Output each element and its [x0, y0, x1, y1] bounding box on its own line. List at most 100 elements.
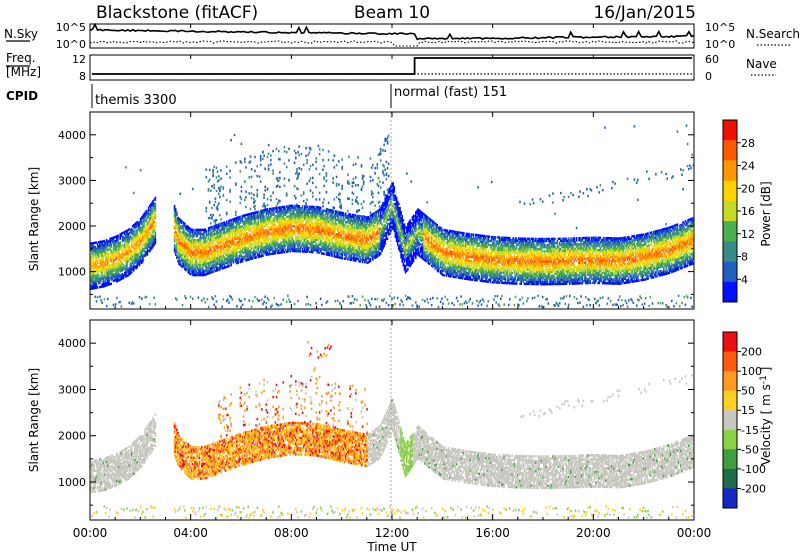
power-cell	[335, 164, 338, 167]
power-cell	[313, 205, 315, 209]
power-cell	[210, 263, 212, 266]
power-cell	[284, 217, 287, 221]
power-cell	[214, 251, 217, 254]
power-cell	[372, 196, 374, 199]
power-cell	[356, 253, 358, 256]
power-cell	[118, 250, 120, 253]
power-cell	[93, 280, 95, 284]
power-cell	[307, 248, 309, 251]
power-cell	[237, 241, 239, 244]
power-cell	[289, 241, 291, 245]
power-cell	[127, 247, 129, 250]
power-cell	[139, 256, 142, 260]
power-cell	[308, 168, 311, 171]
power-cell	[207, 189, 210, 192]
power-cell	[216, 266, 219, 270]
power-cell	[212, 254, 214, 257]
power-cell	[368, 260, 371, 263]
power-cell	[212, 258, 214, 261]
power-cell	[369, 304, 372, 307]
power-cell	[108, 252, 110, 255]
power-cell	[262, 213, 264, 216]
power-cell	[254, 246, 256, 249]
power-cell	[250, 235, 253, 238]
power-cell	[100, 244, 102, 248]
power-cell	[189, 268, 192, 272]
power-cell	[341, 254, 343, 258]
power-cell	[190, 251, 193, 254]
power-cell	[107, 281, 109, 284]
power-cell	[287, 250, 289, 253]
power-cell	[187, 227, 189, 231]
power-cell	[276, 247, 279, 251]
power-cell	[355, 176, 357, 179]
power-cell	[284, 240, 287, 243]
power-cell	[199, 232, 202, 236]
power-cell	[251, 238, 254, 242]
power-cell	[274, 233, 277, 237]
power-cell	[288, 242, 290, 245]
power-cell	[125, 275, 127, 278]
power-cell	[179, 239, 182, 242]
power-cell	[366, 251, 368, 254]
power-cell	[275, 231, 278, 234]
power-cell	[296, 208, 298, 212]
power-cell	[229, 200, 231, 203]
power-cell	[180, 244, 183, 247]
power-cell	[266, 247, 269, 250]
power-cell	[259, 163, 262, 167]
power-cell	[295, 239, 297, 243]
power-cell	[338, 243, 340, 247]
power-cell	[319, 210, 322, 214]
power-cell	[120, 253, 123, 256]
power-cell	[121, 250, 124, 253]
power-cell	[107, 269, 109, 272]
power-cell	[300, 209, 303, 212]
power-cell	[197, 261, 200, 264]
power-cell	[258, 245, 261, 248]
power-cell	[372, 179, 374, 182]
power-cell	[184, 261, 186, 265]
power-cell	[130, 244, 133, 247]
power-cell	[120, 234, 123, 238]
power-cell	[367, 244, 370, 248]
power-cell	[189, 256, 192, 259]
power-cell	[122, 231, 125, 234]
power-cell	[231, 239, 234, 242]
power-cell	[262, 215, 264, 218]
power-cell	[370, 232, 373, 235]
power-cell	[193, 255, 195, 258]
power-cell	[153, 202, 155, 205]
power-cell	[219, 251, 221, 255]
power-cell	[94, 274, 97, 277]
power-cell	[245, 234, 247, 237]
power-cell	[173, 225, 176, 228]
power-cell	[298, 153, 300, 157]
power-cell	[372, 163, 374, 167]
power-cell	[228, 230, 230, 233]
power-cell	[179, 263, 182, 267]
power-cell	[312, 232, 314, 235]
power-cell	[127, 270, 129, 273]
power-cell	[194, 267, 196, 271]
power-cell	[128, 248, 131, 251]
power-cell	[361, 225, 364, 229]
power-cell	[265, 218, 268, 222]
power-cell	[101, 258, 103, 262]
power-cell	[285, 211, 288, 214]
power-cell	[343, 257, 346, 260]
power-cell	[227, 261, 229, 264]
power-cell	[300, 235, 303, 239]
power-cell	[176, 250, 178, 253]
power-cell	[178, 250, 180, 253]
power-cell	[342, 222, 345, 225]
power-cell	[241, 231, 244, 234]
power-cell	[315, 222, 317, 225]
power-cell	[94, 247, 97, 251]
power-cell	[227, 230, 229, 233]
power-cell	[92, 272, 94, 276]
power-cell	[377, 242, 380, 245]
power-cell	[369, 218, 372, 221]
power-cell	[190, 230, 193, 234]
power-cell	[147, 229, 150, 232]
